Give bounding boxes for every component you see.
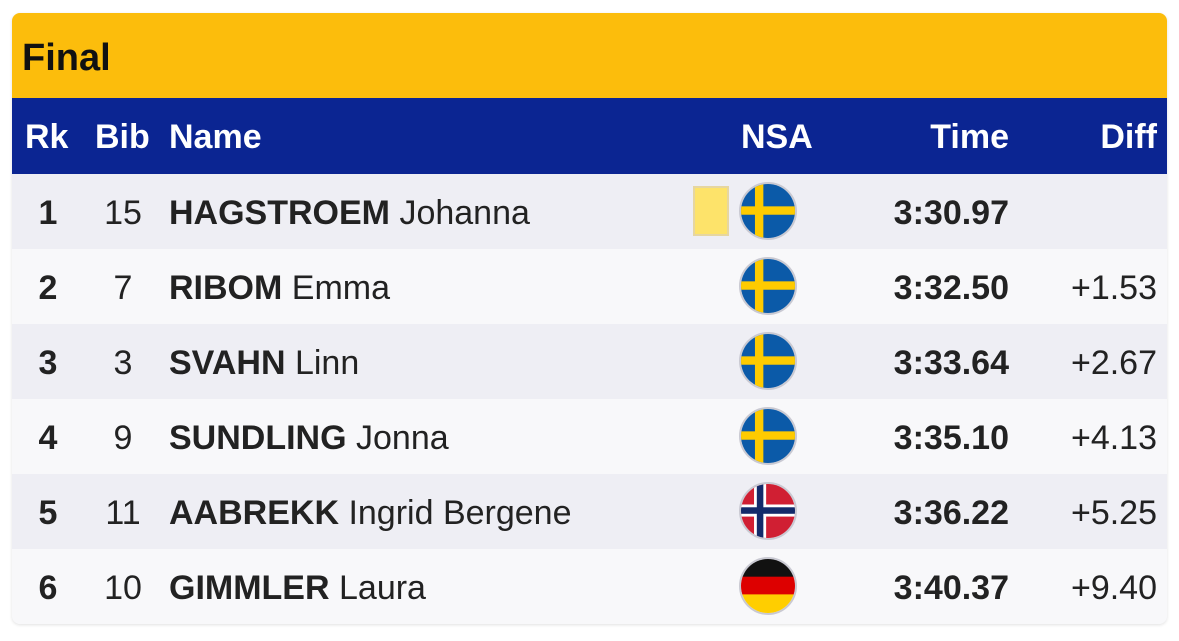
athlete-surname: HAGSTROEM [169,194,390,232]
athlete-given-name: Johanna [399,194,530,232]
bib-number: 15 [104,194,142,232]
table-row[interactable]: 4 9 SUNDLING Jonna 3:35.10 +4.13 [12,399,1167,474]
bib-number: 10 [104,569,142,607]
rank: 3 [38,344,58,382]
bib-number: 3 [113,344,133,382]
page-title: Final [22,37,111,79]
athlete-surname: GIMMLER [169,569,330,607]
time-diff: +2.67 [1070,344,1157,382]
athlete-given-name: Ingrid Bergene [348,494,572,532]
column-header-nsa[interactable]: NSA [741,118,813,156]
nor-flag-icon [739,482,797,540]
finish-time: 3:30.97 [893,194,1009,232]
athlete-name[interactable]: GIMMLER Laura [169,569,426,608]
rank: 5 [38,494,58,532]
table-row[interactable]: 2 7 RIBOM Emma 3:32.50 +1.53 [12,249,1167,324]
table-header: Rk Bib Name NSA Time Diff [12,98,1167,174]
column-header-time[interactable]: Time [930,118,1009,156]
column-header-bib[interactable]: Bib [95,118,150,156]
athlete-name[interactable]: RIBOM Emma [169,269,390,308]
table-row[interactable]: 1 15 HAGSTROEM Johanna 3:30.97 [12,174,1167,249]
athlete-given-name: Laura [339,569,426,607]
athlete-surname: SVAHN [169,344,286,382]
athlete-surname: AABREKK [169,494,339,532]
athlete-name[interactable]: AABREKK Ingrid Bergene [169,494,572,533]
time-diff: +5.25 [1070,494,1157,532]
rank: 1 [38,194,58,232]
yellow-bib-icon [693,186,729,236]
bib-number: 7 [113,269,133,307]
athlete-surname: RIBOM [169,269,283,307]
bib-number: 9 [113,419,133,457]
swe-flag-icon [739,182,797,240]
swe-flag-icon [739,407,797,465]
rank: 6 [38,569,58,607]
title-bar: Final [12,13,1167,98]
time-diff: +1.53 [1070,269,1157,307]
time-diff: +4.13 [1070,419,1157,457]
results-card: Final Rk Bib Name NSA Time Diff 1 15 HAG… [12,13,1167,624]
swe-flag-icon [739,332,797,390]
table-row[interactable]: 6 10 GIMMLER Laura 3:40.37 +9.40 [12,549,1167,624]
finish-time: 3:35.10 [893,419,1009,457]
time-diff: +9.40 [1070,569,1157,607]
swe-flag-icon [739,257,797,315]
athlete-name[interactable]: HAGSTROEM Johanna [169,194,530,233]
athlete-name[interactable]: SVAHN Linn [169,344,359,383]
table-row[interactable]: 5 11 AABREKK Ingrid Bergene 3:36.22 +5.2… [12,474,1167,549]
table-row[interactable]: 3 3 SVAHN Linn 3:33.64 +2.67 [12,324,1167,399]
bib-number: 11 [105,494,141,532]
column-header-rk[interactable]: Rk [25,118,69,156]
athlete-name[interactable]: SUNDLING Jonna [169,419,449,458]
rank: 2 [38,269,58,307]
athlete-given-name: Linn [294,344,360,382]
athlete-given-name: Emma [291,269,391,307]
finish-time: 3:32.50 [893,269,1009,307]
athlete-surname: SUNDLING [169,419,347,457]
finish-time: 3:40.37 [893,569,1009,607]
ger-flag-icon [739,557,797,615]
finish-time: 3:33.64 [893,344,1009,382]
finish-time: 3:36.22 [893,494,1009,532]
athlete-given-name: Jonna [356,419,449,457]
column-header-diff[interactable]: Diff [1100,118,1157,156]
rank: 4 [38,419,58,457]
column-header-name[interactable]: Name [169,118,262,156]
